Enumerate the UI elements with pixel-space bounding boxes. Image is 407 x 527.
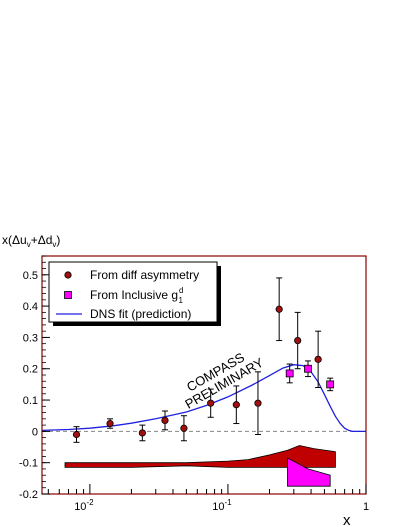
y-tick-label-4: 0.2 — [23, 364, 38, 376]
legend-square-marker — [64, 291, 72, 299]
x-tick-label-2: 1 — [363, 501, 369, 513]
legend-label-inclusive: From Inclusive gd 1 — [90, 286, 183, 305]
band-inclusive — [287, 457, 331, 487]
legend: From diff asymmetry From Inclusive gd 1 D… — [48, 261, 221, 326]
incl-point-1 — [304, 364, 312, 373]
diff-point-1 — [106, 419, 114, 428]
diff-point-10 — [314, 355, 322, 363]
data-points — [72, 277, 335, 443]
legend-label-diff: From diff asymmetry — [90, 268, 199, 282]
diff-point-6 — [232, 401, 240, 409]
y-tick-label-1: -0.1 — [19, 458, 38, 470]
legend-box — [48, 261, 218, 323]
x-tick-label-0: 10-2 — [74, 498, 94, 513]
y-tick-label-0: -0.2 — [19, 489, 38, 501]
x-tick-label-1: 10-1 — [212, 498, 232, 513]
incl-point-2 — [326, 380, 335, 389]
y-tick-label-6: 0.4 — [23, 301, 38, 313]
fit-curve — [41, 364, 366, 433]
fit-line — [41, 364, 366, 433]
diff-point-5 — [207, 399, 215, 407]
y-tick-label-5: 0.3 — [23, 332, 38, 344]
diff-point-3 — [161, 416, 169, 425]
x-axis-label: x — [343, 512, 351, 527]
diff-point-8 — [275, 305, 283, 313]
y-tick-label-7: 0.5 — [23, 270, 38, 282]
diff-point-0 — [72, 430, 81, 439]
band-diff-asymmetry — [64, 445, 336, 468]
y-axis-label: x(Δuv+Δdv) — [2, 233, 60, 249]
diff-point-2 — [138, 429, 146, 437]
y-tick-label-3: 0.1 — [23, 395, 38, 407]
incl-point-0 — [285, 369, 294, 378]
axes: -0.2 -0.1 0 0.1 0.2 0.3 0.4 0.5 10-2 10-1 1 — [19, 255, 369, 513]
diff-point-7 — [254, 399, 262, 407]
legend-circle-marker — [64, 271, 72, 279]
systematic-bands — [64, 445, 336, 487]
y-tick-label-2: 0 — [32, 426, 38, 438]
legend-label-fit: DNS fit (prediction) — [90, 307, 191, 321]
diff-point-4 — [180, 424, 188, 432]
diff-point-9 — [294, 336, 302, 345]
